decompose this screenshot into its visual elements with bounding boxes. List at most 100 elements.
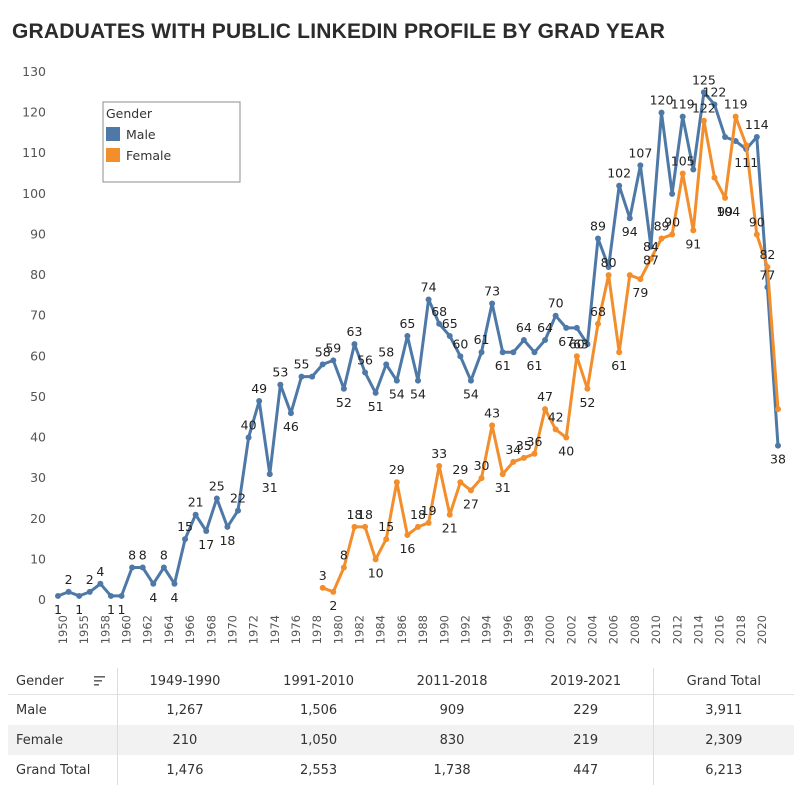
data-point-male[interactable]: [55, 592, 61, 599]
data-point-male[interactable]: [489, 300, 496, 307]
data-point-male[interactable]: [171, 580, 178, 587]
data-point-male[interactable]: [679, 113, 686, 120]
data-point-female[interactable]: [573, 353, 580, 360]
data-point-male[interactable]: [129, 564, 136, 571]
data-point-male[interactable]: [552, 312, 559, 319]
data-point-male[interactable]: [637, 162, 644, 169]
data-point-male[interactable]: [510, 349, 517, 356]
data-point-male[interactable]: [605, 263, 612, 270]
data-point-male[interactable]: [753, 133, 760, 140]
data-point-male[interactable]: [700, 89, 707, 96]
data-point-female[interactable]: [743, 142, 750, 149]
data-point-female[interactable]: [467, 487, 474, 494]
data-point-male[interactable]: [425, 296, 432, 303]
data-point-male[interactable]: [319, 361, 326, 368]
data-point-female[interactable]: [732, 113, 739, 120]
data-point-male[interactable]: [626, 215, 633, 222]
sort-icon[interactable]: [93, 676, 106, 686]
data-point-male[interactable]: [595, 235, 601, 242]
data-point-male[interactable]: [160, 564, 167, 571]
data-point-female[interactable]: [457, 479, 464, 486]
data-point-male[interactable]: [563, 324, 570, 331]
data-point-male[interactable]: [65, 588, 72, 595]
data-point-male[interactable]: [467, 377, 474, 384]
data-point-male[interactable]: [139, 564, 146, 571]
data-point-male[interactable]: [277, 381, 284, 388]
data-point-male[interactable]: [775, 442, 781, 449]
data-point-male[interactable]: [478, 349, 485, 356]
data-point-male[interactable]: [203, 527, 210, 534]
data-point-male[interactable]: [669, 190, 676, 197]
data-point-male[interactable]: [266, 471, 273, 478]
data-point-male[interactable]: [362, 369, 369, 376]
data-point-female[interactable]: [700, 117, 707, 124]
data-point-male[interactable]: [573, 324, 580, 331]
data-point-male[interactable]: [287, 410, 294, 417]
data-point-male[interactable]: [499, 349, 506, 356]
column-header[interactable]: 2011-2018: [385, 668, 519, 695]
column-header[interactable]: 1949-1990: [117, 668, 252, 695]
data-point-male[interactable]: [616, 182, 623, 189]
data-point-male[interactable]: [690, 166, 697, 173]
data-point-female[interactable]: [616, 349, 623, 356]
data-point-male[interactable]: [245, 434, 252, 441]
data-point-female[interactable]: [722, 194, 729, 201]
data-point-male[interactable]: [457, 353, 464, 360]
data-point-female[interactable]: [446, 511, 453, 518]
data-point-female[interactable]: [404, 532, 411, 539]
data-point-male[interactable]: [542, 337, 549, 344]
data-point-male[interactable]: [446, 333, 453, 339]
column-header[interactable]: Grand Total: [652, 668, 794, 695]
data-point-male[interactable]: [722, 133, 729, 140]
data-point-female[interactable]: [764, 263, 771, 270]
data-point-male[interactable]: [372, 389, 379, 396]
data-point-male[interactable]: [404, 333, 411, 339]
data-point-male[interactable]: [436, 320, 443, 327]
data-point-male[interactable]: [150, 580, 157, 587]
data-point-female[interactable]: [362, 523, 369, 530]
data-point-male[interactable]: [235, 507, 241, 514]
data-point-female[interactable]: [637, 276, 644, 283]
data-point-female[interactable]: [340, 564, 347, 571]
data-point-male[interactable]: [86, 588, 93, 595]
data-point-male[interactable]: [711, 101, 718, 108]
data-point-male[interactable]: [415, 377, 421, 384]
data-point-female[interactable]: [679, 170, 686, 177]
data-point-male[interactable]: [309, 373, 316, 380]
data-point-female[interactable]: [711, 174, 718, 181]
data-point-female[interactable]: [319, 584, 326, 591]
data-point-female[interactable]: [372, 556, 379, 563]
data-point-male[interactable]: [107, 592, 114, 599]
data-point-female[interactable]: [669, 231, 676, 238]
data-point-male[interactable]: [224, 523, 231, 530]
data-point-female[interactable]: [563, 434, 570, 441]
data-point-female[interactable]: [415, 523, 421, 530]
data-point-male[interactable]: [340, 385, 347, 392]
data-point-female[interactable]: [658, 235, 665, 242]
data-point-female[interactable]: [647, 255, 654, 262]
data-point-female[interactable]: [584, 385, 591, 392]
data-point-female[interactable]: [383, 536, 390, 543]
data-point-male[interactable]: [647, 243, 654, 250]
data-point-female[interactable]: [393, 479, 400, 486]
data-point-male[interactable]: [330, 357, 337, 364]
data-point-male[interactable]: [256, 397, 263, 404]
data-point-male[interactable]: [182, 536, 189, 543]
data-point-male[interactable]: [351, 341, 358, 348]
data-point-female[interactable]: [478, 475, 485, 482]
column-header[interactable]: 2019-2021: [518, 668, 654, 695]
column-header-gender[interactable]: Gender: [8, 668, 118, 695]
data-point-female[interactable]: [425, 519, 432, 526]
column-header[interactable]: 1991-2010: [251, 668, 386, 695]
data-point-female[interactable]: [436, 462, 443, 469]
data-point-male[interactable]: [393, 377, 400, 384]
data-point-male[interactable]: [118, 592, 125, 599]
data-point-female[interactable]: [489, 422, 496, 429]
data-point-male[interactable]: [192, 511, 199, 518]
data-point-female[interactable]: [595, 320, 601, 327]
data-point-male[interactable]: [531, 349, 538, 356]
data-point-female[interactable]: [775, 406, 781, 413]
data-point-female[interactable]: [690, 227, 697, 234]
data-point-male[interactable]: [298, 373, 305, 380]
data-point-male[interactable]: [520, 337, 527, 344]
